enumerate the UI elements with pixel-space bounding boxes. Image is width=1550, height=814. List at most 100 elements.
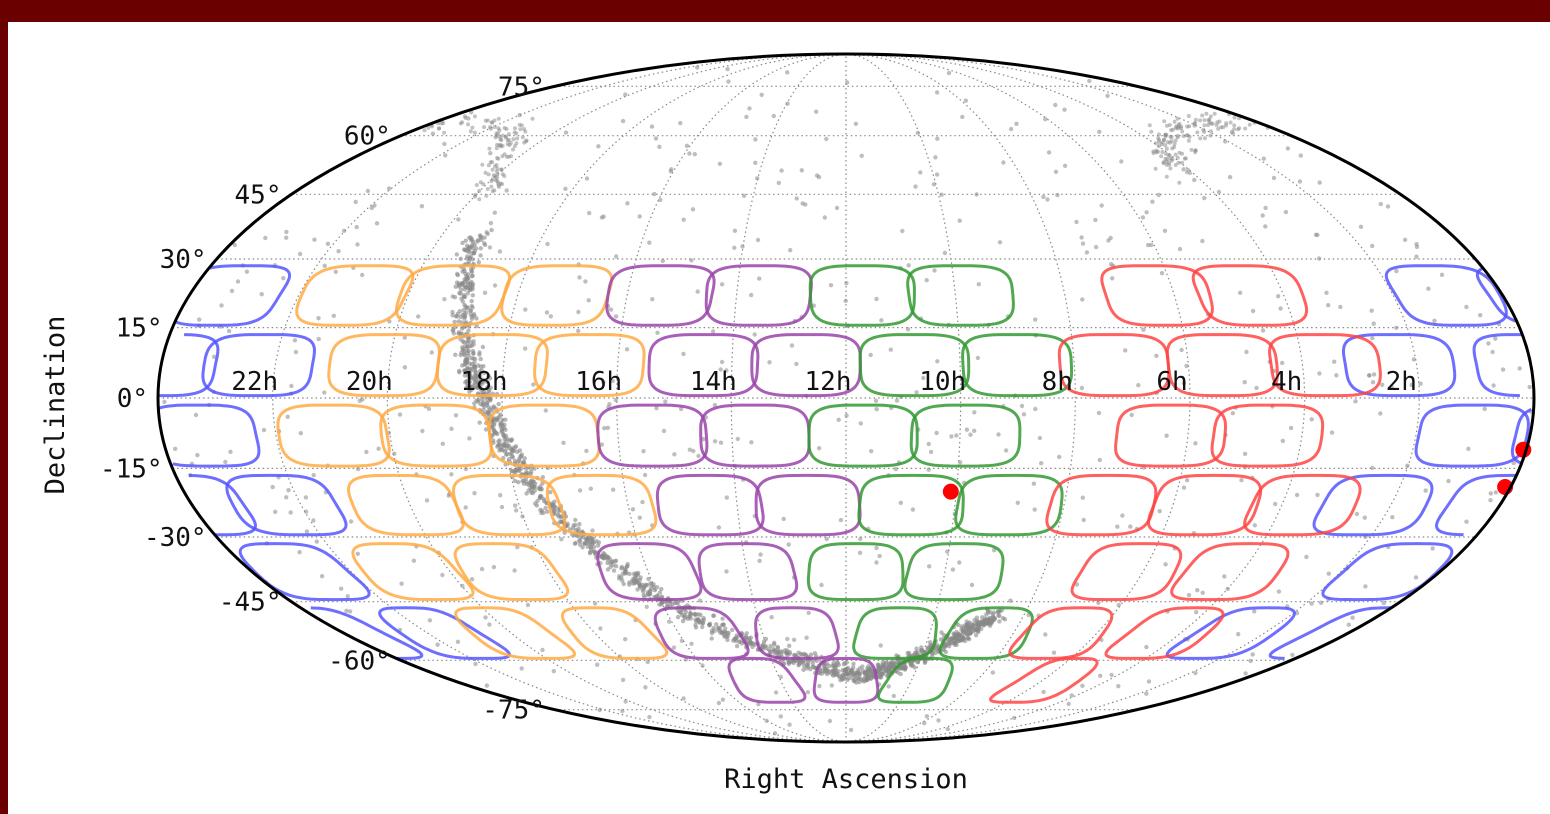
background-point — [1214, 123, 1219, 128]
background-point — [480, 344, 486, 350]
background-point — [794, 361, 799, 367]
background-point — [857, 672, 862, 677]
background-point — [517, 468, 522, 473]
x-tick-label: 18h — [461, 367, 508, 397]
survey-field-purple — [605, 264, 716, 327]
background-star-points — [162, 65, 1533, 736]
background-point — [496, 181, 500, 186]
background-point — [620, 118, 626, 124]
background-point — [1146, 679, 1152, 684]
background-point — [1074, 582, 1080, 587]
background-point — [1164, 123, 1169, 128]
background-point — [563, 130, 569, 135]
background-point — [494, 146, 499, 151]
background-point — [453, 314, 459, 319]
background-point — [1055, 192, 1060, 198]
highlight-point — [942, 483, 959, 500]
background-point — [467, 384, 472, 389]
background-point — [608, 307, 614, 312]
background-point — [284, 495, 289, 500]
survey-field-purple — [697, 542, 799, 602]
background-point — [1363, 584, 1368, 589]
background-point — [847, 670, 852, 675]
background-point — [724, 495, 729, 500]
background-point — [1151, 149, 1156, 154]
background-point — [429, 350, 434, 355]
y-tick-labels: 75° 60° 45° 30° 15° 0° -15° -30° -45° -60° -75° — [100, 72, 545, 725]
background-point — [934, 430, 939, 436]
background-point — [834, 663, 839, 669]
y-tick-label: 75° — [498, 72, 545, 102]
background-point — [263, 235, 268, 241]
background-point — [319, 574, 325, 579]
survey-field-blue — [310, 606, 1392, 660]
background-point — [836, 669, 841, 674]
background-point — [1193, 150, 1198, 155]
background-point — [838, 517, 844, 523]
background-point — [603, 555, 608, 561]
x-tick-label: 22h — [231, 367, 278, 397]
background-point — [486, 172, 491, 177]
x-tick-label: 2h — [1386, 367, 1417, 397]
survey-field-purple — [727, 656, 807, 704]
y-tick-label: -45° — [219, 588, 282, 618]
background-point — [877, 553, 882, 559]
background-point — [744, 114, 749, 120]
survey-field-red — [1008, 606, 1114, 660]
background-point — [486, 163, 491, 168]
background-point — [502, 422, 507, 427]
background-point — [914, 646, 919, 651]
background-point — [458, 291, 463, 296]
background-point — [752, 332, 757, 337]
background-point — [637, 515, 642, 520]
background-point — [730, 627, 735, 633]
background-point — [968, 624, 973, 629]
background-point — [461, 351, 467, 357]
background-point — [465, 256, 470, 261]
background-point — [1019, 403, 1025, 409]
background-point — [701, 436, 706, 442]
background-point — [829, 683, 834, 688]
background-point — [284, 229, 289, 235]
background-point — [864, 672, 869, 678]
background-point — [771, 113, 776, 119]
background-point — [1173, 152, 1178, 157]
background-point — [621, 581, 626, 587]
background-point — [1146, 242, 1151, 248]
background-point — [955, 622, 961, 628]
background-point — [580, 535, 586, 540]
background-point — [498, 493, 503, 498]
background-point — [1271, 175, 1277, 181]
background-point — [753, 137, 758, 142]
background-point — [834, 205, 840, 211]
background-point — [949, 434, 954, 439]
background-point — [695, 289, 700, 294]
background-point — [521, 459, 527, 465]
background-point — [1002, 617, 1008, 622]
background-point — [348, 519, 354, 524]
background-point — [1153, 166, 1158, 171]
background-point — [523, 307, 528, 312]
background-point — [545, 241, 550, 247]
background-point — [647, 714, 652, 720]
survey-field-blue — [1312, 473, 1434, 537]
background-point — [477, 420, 482, 425]
background-point — [226, 328, 232, 334]
background-point — [698, 612, 703, 618]
background-point — [1208, 114, 1213, 119]
background-point — [494, 163, 499, 167]
background-point — [874, 545, 879, 551]
background-point — [919, 650, 924, 655]
background-point — [1411, 357, 1417, 362]
background-point — [513, 503, 518, 508]
background-point — [724, 569, 729, 574]
background-point — [1206, 123, 1210, 128]
background-point — [822, 215, 827, 220]
background-point — [502, 174, 507, 179]
background-point — [311, 473, 316, 478]
survey-field-blue — [378, 606, 512, 660]
background-point — [971, 629, 976, 634]
background-point — [1370, 336, 1375, 341]
background-point — [354, 224, 359, 230]
background-point — [883, 668, 888, 673]
